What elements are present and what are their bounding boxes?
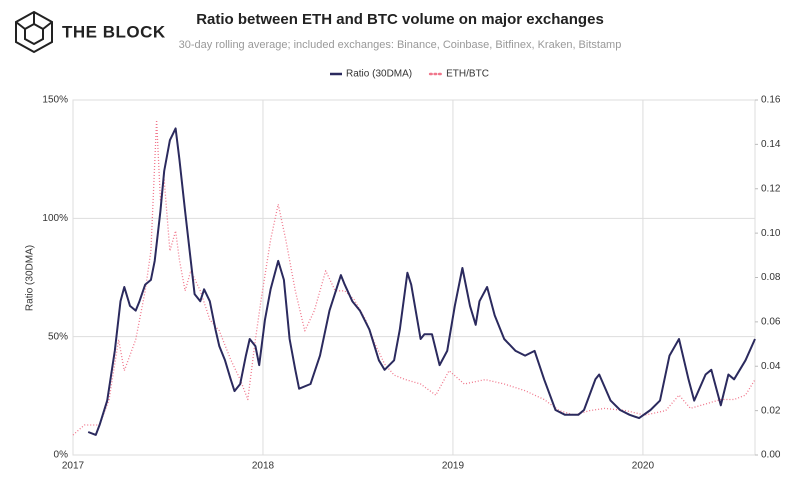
y-tick-label: 0% bbox=[54, 450, 69, 461]
y2-tick-label: 0.00 bbox=[761, 450, 781, 461]
legend-label: ETH/BTC bbox=[446, 69, 489, 80]
y2-tick-label: 0.14 bbox=[761, 139, 781, 150]
x-tick-label: 2017 bbox=[62, 461, 85, 472]
logo-icon bbox=[15, 10, 53, 54]
y-tick-label: 150% bbox=[42, 95, 68, 106]
series-line bbox=[87, 127, 756, 436]
x-tick-label: 2018 bbox=[252, 461, 275, 472]
y2-tick-label: 0.08 bbox=[761, 272, 781, 283]
chart-subtitle: 30-day rolling average; included exchang… bbox=[179, 39, 622, 51]
y-tick-label: 100% bbox=[42, 213, 68, 224]
series-line bbox=[72, 119, 756, 436]
x-tick-label: 2019 bbox=[442, 461, 465, 472]
y2-tick-label: 0.04 bbox=[761, 361, 781, 372]
y2-tick-label: 0.10 bbox=[761, 228, 781, 239]
y2-tick-label: 0.16 bbox=[761, 95, 781, 106]
legend-label: Ratio (30DMA) bbox=[346, 69, 412, 80]
plot-frame bbox=[72, 99, 756, 456]
y2-tick-label: 0.06 bbox=[761, 317, 781, 328]
y2-tick-label: 0.12 bbox=[761, 183, 781, 194]
chart-title: Ratio between ETH and BTC volume on majo… bbox=[196, 11, 604, 28]
brand: THE BLOCK bbox=[62, 22, 166, 41]
y2-tick-label: 0.02 bbox=[761, 405, 781, 416]
y-axis-label: Ratio (30DMA) bbox=[25, 245, 36, 311]
x-tick-label: 2020 bbox=[632, 461, 655, 472]
y-tick-label: 50% bbox=[48, 331, 68, 342]
